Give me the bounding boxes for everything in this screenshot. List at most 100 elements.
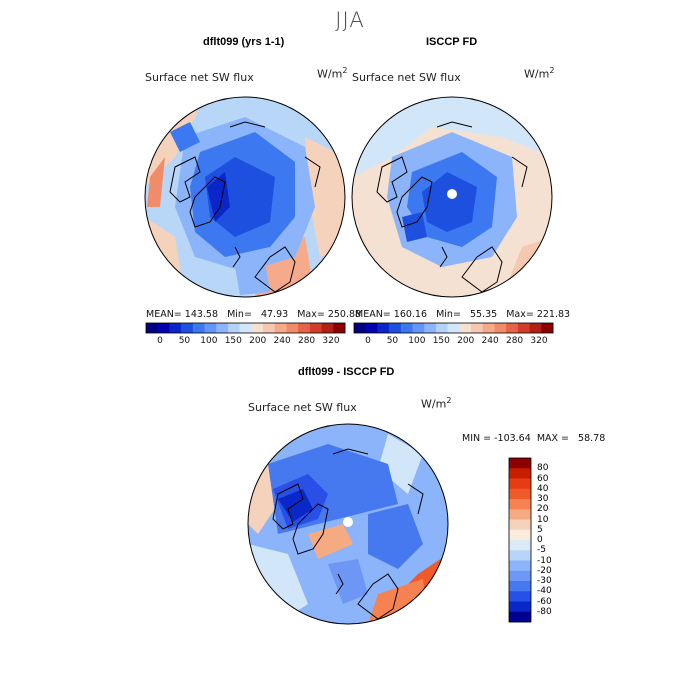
colorbar-swatch (509, 540, 531, 551)
panel-1-variable-label: Surface net SW flux (145, 71, 254, 84)
colorbar-swatch (509, 458, 531, 469)
colorbar-swatch (146, 323, 159, 333)
panel-1-unit-label: W/m2 (317, 66, 348, 81)
colorbar-swatch (482, 323, 495, 333)
colorbar-difference-ticks: 80 60 40 30 20 10 5 0 -5 -10 -20 -30 -40 -60 -80 (537, 458, 577, 622)
colorbar-tick-label: 30 (537, 494, 549, 504)
colorbar-swatch (529, 323, 542, 333)
colorbar-swatch (509, 550, 531, 561)
colorbar-swatch (263, 323, 276, 333)
colorbar-swatch (400, 323, 413, 333)
colorbar-tick-label: 150 (224, 336, 242, 346)
colorbar-swatch (365, 323, 378, 333)
colorbar-swatch (227, 323, 240, 333)
colorbar-swatch (509, 529, 531, 541)
colorbar-swatch (333, 323, 346, 333)
colorbar-swatch (389, 323, 402, 333)
colorbar-swatch (509, 519, 531, 531)
colorbar-swatch (509, 611, 531, 623)
season-title: JJA (335, 8, 365, 32)
colorbar-swatch (517, 323, 530, 333)
colorbar-tick-label: 20 (537, 504, 549, 515)
colorbar-swatch (157, 323, 170, 333)
colorbar-tick-label: -60 (537, 596, 552, 607)
colorbar-swatch (298, 323, 311, 333)
colorbar-tick-label: 320 (530, 336, 548, 346)
panel-1-title: dflt099 (yrs 1-1) (203, 36, 285, 48)
colorbar-swatch (169, 323, 182, 333)
colorbar-tick-label: 200 (249, 336, 267, 346)
colorbar-swatch (377, 323, 390, 333)
colorbar-observed (353, 322, 554, 334)
colorbar-tick-label: 320 (322, 336, 340, 346)
colorbar-difference (508, 457, 532, 623)
colorbar-tick-label: 240 (481, 336, 499, 346)
colorbar-tick-label: 5 (537, 524, 543, 535)
colorbar-swatch (447, 323, 460, 333)
colorbar-model (145, 322, 346, 334)
diff-panel-unit-label: W/m2 (421, 396, 452, 411)
colorbar-tick-label: 40 (537, 483, 549, 494)
panel-2-variable-label: Surface net SW flux (352, 71, 461, 84)
colorbar-swatch (509, 581, 531, 592)
colorbar-swatch (181, 323, 194, 333)
colorbar-tick-label: 50 (178, 336, 191, 346)
colorbar-model-ticks: 0 50 100 150 200 240 280 320 (146, 336, 345, 348)
panel-2-unit-label: W/m2 (524, 66, 555, 81)
colorbar-tick-label: -40 (537, 586, 552, 597)
diff-panel-title: dflt099 - ISCCP FD (298, 366, 395, 378)
colorbar-swatch (354, 323, 367, 333)
colorbar-swatch (509, 509, 531, 520)
colorbar-swatch (309, 323, 322, 333)
colorbar-swatch (424, 323, 437, 333)
colorbar-tick-label: 50 (386, 336, 399, 346)
colorbar-tick-label: 0 (537, 535, 543, 545)
polar-map-model (144, 96, 346, 298)
panel-1-stats: MEAN= 143.58 Min= 47.93 Max= 250.88 (146, 309, 362, 320)
panel-2-stats: MEAN= 160.16 Min= 55.35 Max= 221.83 (355, 309, 571, 320)
colorbar-swatch (509, 570, 531, 582)
colorbar-tick-label: 100 (408, 336, 426, 346)
polar-map-difference (247, 423, 449, 625)
colorbar-tick-label: 280 (297, 336, 316, 346)
colorbar-tick-label: 80 (537, 463, 549, 474)
diff-panel-variable-label: Surface net SW flux (248, 401, 357, 414)
colorbar-swatch (509, 478, 531, 490)
colorbar-swatch (286, 323, 299, 333)
colorbar-tick-label: -5 (537, 545, 546, 556)
colorbar-swatch (435, 323, 448, 333)
colorbar-tick-label: -20 (537, 565, 552, 576)
colorbar-tick-label: 200 (457, 336, 475, 346)
colorbar-tick-label: 240 (273, 336, 291, 346)
colorbar-tick-label: -10 (537, 555, 552, 566)
colorbar-tick-label: 60 (537, 473, 549, 484)
panel-2-title: ISCCP FD (426, 36, 478, 48)
colorbar-tick-label: 0 (157, 336, 163, 346)
colorbar-swatch (412, 323, 425, 333)
colorbar-observed-ticks: 0 50 100 150 200 240 280 320 (354, 336, 553, 348)
colorbar-swatch (509, 591, 531, 602)
colorbar-tick-label: 10 (537, 514, 549, 525)
colorbar-swatch (509, 499, 531, 510)
colorbar-swatch (204, 323, 217, 333)
colorbar-tick-label: -30 (537, 576, 552, 586)
colorbar-swatch (239, 323, 252, 333)
colorbar-swatch (509, 468, 531, 479)
polar-map-observed (351, 96, 553, 298)
colorbar-swatch (509, 560, 531, 572)
colorbar-swatch (216, 323, 229, 333)
colorbar-swatch (192, 323, 205, 333)
colorbar-swatch (494, 323, 507, 333)
diff-panel-minmax: MIN = -103.64 MAX = 58.78 (462, 433, 606, 444)
colorbar-swatch (509, 488, 531, 500)
colorbar-tick-label: 100 (200, 336, 218, 346)
colorbar-tick-label: 150 (432, 336, 450, 346)
colorbar-swatch (509, 601, 531, 613)
colorbar-swatch (471, 323, 484, 333)
colorbar-tick-label: -80 (537, 606, 552, 617)
colorbar-tick-label: 0 (365, 336, 371, 346)
colorbar-swatch (321, 323, 334, 333)
colorbar-swatch (459, 323, 472, 333)
colorbar-swatch (541, 323, 554, 333)
colorbar-swatch (506, 323, 519, 333)
